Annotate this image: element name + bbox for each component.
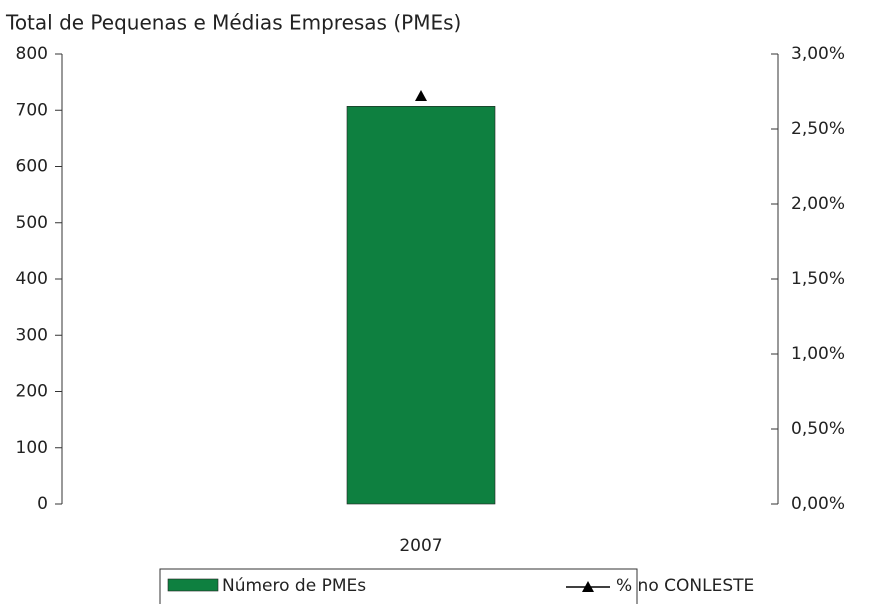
y-tick-label: 200	[16, 382, 48, 402]
y-tick-label: 700	[16, 100, 48, 120]
y-tick-label: 0	[37, 494, 48, 514]
y-tick-label: 300	[16, 325, 48, 345]
y2-tick-label: 0,50%	[791, 419, 845, 439]
bar	[347, 106, 495, 504]
legend-swatch	[168, 579, 218, 591]
line-marker	[415, 90, 427, 101]
chart-title: Total de Pequenas e Médias Empresas (PME…	[5, 11, 461, 35]
y-tick-label: 600	[16, 157, 48, 177]
chart: Total de Pequenas e Médias Empresas (PME…	[0, 0, 869, 604]
legend-label: Número de PMEs	[222, 576, 366, 596]
y2-tick-label: 1,50%	[791, 269, 845, 289]
legend-label: % no CONLESTE	[616, 576, 754, 596]
y2-tick-label: 3,00%	[791, 44, 845, 64]
x-tick-label: 2007	[399, 536, 442, 556]
y2-tick-label: 0,00%	[791, 494, 845, 514]
y-tick-label: 500	[16, 213, 48, 233]
y2-tick-label: 2,00%	[791, 194, 845, 214]
y-tick-label: 100	[16, 438, 48, 458]
y2-tick-label: 2,50%	[791, 119, 845, 139]
y-tick-label: 400	[16, 269, 48, 289]
y2-tick-label: 1,00%	[791, 344, 845, 364]
y-tick-label: 800	[16, 44, 48, 64]
